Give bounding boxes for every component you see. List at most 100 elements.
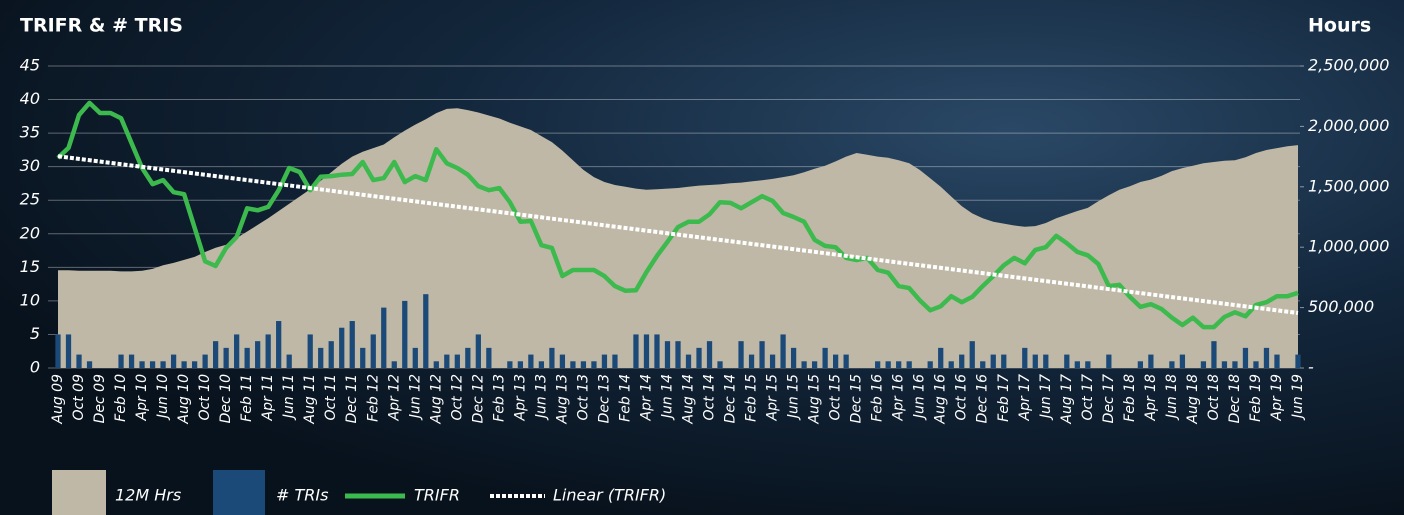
x-tick-label: Aug 10: [176, 374, 192, 425]
legend-label: # TRIs: [276, 486, 328, 505]
bar: [959, 355, 964, 368]
x-tick-label: Apr 11: [260, 374, 276, 421]
bar: [255, 341, 260, 368]
x-tick-label: Apr 19: [1269, 374, 1285, 422]
bar: [1211, 341, 1216, 368]
bar: [224, 348, 229, 368]
bar: [612, 355, 617, 368]
bar: [66, 334, 71, 368]
x-tick-label: Feb 10: [113, 374, 129, 422]
y2-tick-label: 500,000: [1308, 297, 1374, 316]
x-tick-label: Oct 17: [1080, 374, 1096, 421]
x-tick-label: Oct 13: [575, 374, 591, 420]
bar: [1295, 355, 1300, 368]
bar: [696, 348, 701, 368]
y2-tick-label: 1,000,000: [1308, 237, 1389, 256]
x-tick-label: Oct 18: [1206, 374, 1222, 421]
x-tick-label: Oct 15: [828, 374, 844, 421]
x-tick-label: Jun 14: [659, 374, 675, 421]
x-tick-label: Aug 09: [50, 374, 66, 425]
x-tick-label: Dec 15: [849, 374, 865, 423]
bar: [528, 355, 533, 368]
bar: [465, 348, 470, 368]
y-tick-label: 5: [30, 324, 40, 343]
x-tick-label: Aug 14: [681, 374, 697, 425]
x-tick-label: Feb 17: [996, 374, 1012, 422]
y2-tick-label: -: [1308, 358, 1314, 377]
bar: [633, 334, 638, 368]
bar: [749, 355, 754, 368]
bar: [308, 334, 313, 368]
bar: [192, 361, 197, 368]
x-tick-label: Dec 11: [344, 374, 360, 423]
x-tick-label: Dec 13: [596, 374, 612, 423]
x-tick-label: Apr 17: [1017, 374, 1033, 422]
x-tick-label: Feb 19: [1248, 374, 1264, 422]
x-tick-label: Feb 13: [491, 374, 507, 422]
x-tick-label: Feb 14: [617, 374, 633, 422]
bar: [1001, 355, 1006, 368]
bar: [801, 361, 806, 368]
bar: [1264, 348, 1269, 368]
x-tick-label: Aug 16: [933, 374, 949, 425]
bar: [150, 361, 155, 368]
x-tick-label: Apr 10: [134, 374, 150, 422]
bar: [476, 334, 481, 368]
x-tick-label: Jun 12: [407, 374, 423, 421]
bar: [886, 361, 891, 368]
x-tick-label: Oct 16: [954, 374, 970, 421]
bar: [486, 348, 491, 368]
x-tick-label: Dec 17: [1101, 374, 1117, 423]
bar: [907, 361, 912, 368]
x-tick-label: Aug 11: [302, 374, 318, 425]
bar: [1201, 361, 1206, 368]
x-tick-label: Oct 09: [71, 374, 87, 421]
y2-tick-label: 1,500,000: [1308, 176, 1389, 195]
y-tick-label: 35: [20, 123, 40, 142]
bar: [171, 355, 176, 368]
bar: [780, 334, 785, 368]
chart: TRIFR & # TRIS Hours 12M Hrs # TRIs TRIF…: [0, 0, 1404, 515]
bar: [245, 348, 250, 368]
x-tick-label: Dec 10: [218, 374, 234, 423]
x-tick-label: Oct 12: [449, 374, 465, 421]
bar: [581, 361, 586, 368]
legend-label: Linear (TRIFR): [553, 486, 666, 505]
bar: [1138, 361, 1143, 368]
x-tick-label: Jun 13: [533, 374, 549, 421]
x-tick-label: Jun 10: [155, 374, 171, 421]
bar: [318, 348, 323, 368]
bar: [392, 361, 397, 368]
x-tick-label: Aug 13: [554, 374, 570, 425]
bar: [360, 348, 365, 368]
bar: [938, 348, 943, 368]
bar: [1075, 361, 1080, 368]
bar: [539, 361, 544, 368]
x-tick-label: Apr 16: [891, 374, 907, 422]
bar: [76, 355, 81, 368]
bar: [287, 355, 292, 368]
bar: [833, 355, 838, 368]
chart-title: TRIFR & # TRIS: [20, 15, 183, 37]
y2-axis-title: Hours: [1308, 15, 1371, 37]
bar: [1169, 361, 1174, 368]
bar: [1253, 361, 1258, 368]
bar: [181, 361, 186, 368]
x-tick-label: Apr 14: [638, 374, 654, 421]
page: {"chart_data": { "type": "combo", "title…: [0, 0, 1404, 515]
bar: [276, 321, 281, 368]
x-tick-label: Dec 18: [1227, 374, 1243, 423]
bar: [570, 361, 575, 368]
bar: [1043, 355, 1048, 368]
bar: [1022, 348, 1027, 368]
bar: [875, 361, 880, 368]
bar: [234, 334, 239, 368]
bar: [1274, 355, 1279, 368]
bar: [1232, 361, 1237, 368]
x-tick-label: Apr 18: [1143, 374, 1159, 422]
bar: [1106, 355, 1111, 368]
bar: [55, 334, 60, 368]
legend-swatch: [213, 470, 265, 515]
y2-tick-label: 2,500,000: [1308, 56, 1389, 75]
bar: [896, 361, 901, 368]
